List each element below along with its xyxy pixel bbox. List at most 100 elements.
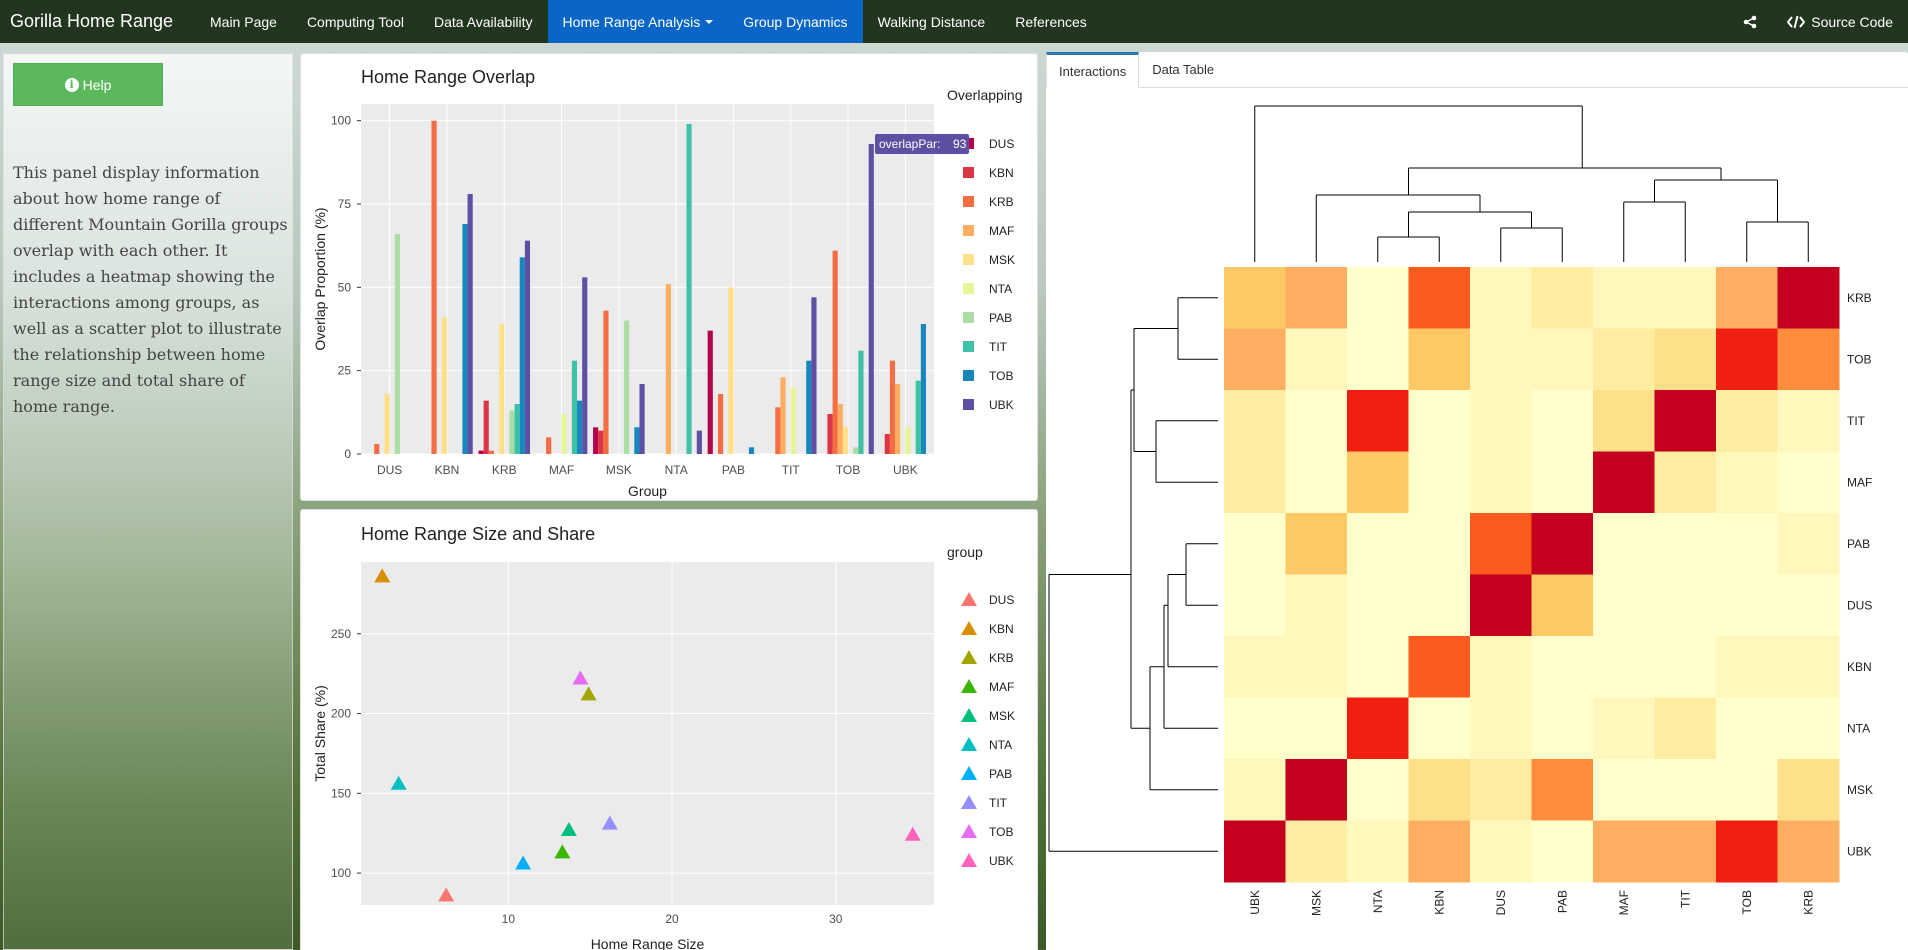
nav-computing-tool[interactable]: Computing Tool: [306, 13, 404, 30]
bar-NTA-UBK: [696, 430, 702, 454]
help-button[interactable]: i Help: [13, 63, 163, 106]
bar-MAF-TOB: [577, 400, 583, 454]
nav-data-availability[interactable]: Data Availability: [433, 13, 533, 30]
heatmap-cell-DUS-MAF: [1593, 574, 1655, 637]
overlap-chart-panel: Home Range Overlap 0 25 50 75 100 DUS KBN KRB MA…: [300, 53, 1038, 501]
heatmap-cell-NTA-MAF: [1593, 697, 1655, 760]
heatmap-cell-NTA-TIT: [1654, 697, 1717, 760]
point-MAF: [554, 844, 571, 859]
x-axis-label: Group: [628, 483, 667, 499]
heatmap-cell-MSK-KBN: [1408, 759, 1471, 821]
y-tick-label: 100: [331, 866, 351, 880]
heatmap-cell-NTA-TOB: [1716, 697, 1778, 760]
heatmap-cell-PAB-UBK: [1224, 513, 1286, 575]
heatmap-cell-KRB-UBK: [1224, 267, 1286, 329]
y-axis-label: Overlap Proportion (%): [312, 207, 328, 350]
bar-TOB-PAB: [853, 447, 859, 454]
bar-MAF-TIT: [571, 360, 578, 454]
heatmap-cell-PAB-MAF: [1593, 513, 1655, 575]
heatmap-cell-MAF-NTA: [1347, 451, 1409, 514]
row-label-DUS: DUS: [1847, 598, 1872, 612]
nav-home-range-analysis[interactable]: Home Range Analysis: [547, 0, 729, 43]
heatmap-cell-NTA-PAB: [1531, 697, 1594, 760]
heatmap-cell-KRB-KBN: [1408, 267, 1471, 329]
row-label-TIT: TIT: [1847, 414, 1866, 428]
bar-TOB-TIT: [858, 350, 864, 454]
heatmap-cell-KRB-PAB: [1531, 267, 1594, 329]
bar-UBK-NTA: [905, 427, 911, 454]
code-icon: [1787, 15, 1806, 28]
point-MSK: [560, 822, 577, 837]
y-axis-label: Total Share (%): [312, 685, 328, 781]
heatmap-cell-MSK-MAF: [1593, 759, 1655, 821]
legend-swatch-MSK: [963, 254, 974, 265]
share-button[interactable]: [1728, 0, 1772, 43]
legend-label-MAF: MAF: [989, 224, 1014, 238]
nav-references[interactable]: References: [1015, 13, 1087, 30]
x-tick-label: 20: [665, 912, 679, 926]
bar-TOB-KBN: [827, 414, 833, 454]
nav-home-range-analysis-label: Home Range Analysis: [562, 13, 701, 30]
bar-KRB-DUS: [478, 450, 484, 454]
heatmap-cell-TOB-MSK: [1285, 328, 1348, 391]
heatmap-cell-MSK-DUS: [1470, 759, 1532, 821]
heatmap-cell-DUS-TOB: [1716, 574, 1778, 637]
heatmap-cell-KRB-NTA: [1347, 267, 1409, 329]
heatmap-cell-KBN-PAB: [1531, 636, 1594, 698]
legend-label-NTA: NTA: [989, 738, 1012, 752]
heatmap-cell-TIT-UBK: [1224, 390, 1286, 452]
x-tick-label: 30: [829, 912, 843, 926]
legend-label-KRB: KRB: [989, 651, 1014, 665]
heatmap-cell-MSK-TOB: [1716, 759, 1778, 821]
legend-swatch-DUS: [961, 592, 977, 606]
heatmap-cell-KBN-DUS: [1470, 636, 1532, 698]
overlap-chart-title: Home Range Overlap: [361, 67, 536, 87]
heatmap-cell-MAF-DUS: [1470, 451, 1532, 514]
point-DUS: [438, 887, 455, 902]
bar-UBK-TIT: [915, 380, 921, 454]
nav-walking-distance[interactable]: Walking Distance: [877, 13, 986, 30]
heatmap-cell-UBK-PAB: [1531, 820, 1594, 883]
legend-label-KRB: KRB: [989, 195, 1014, 209]
scatter-chart-panel: Home Range Size and Share 100 150 200 250 10…: [300, 509, 1038, 950]
legend-label-TIT: TIT: [989, 340, 1008, 354]
heatmap-cell-TIT-MAF: [1593, 390, 1655, 452]
tab-data-table[interactable]: Data Table: [1152, 62, 1215, 77]
bar-MSK-TOB: [634, 427, 640, 454]
heatmap-cell-PAB-KBN: [1408, 513, 1471, 575]
heatmap-cell-MSK-MSK: [1285, 759, 1348, 821]
heatmap-cell-MSK-PAB: [1531, 759, 1594, 821]
legend-swatch-PAB: [961, 766, 977, 780]
app-brand[interactable]: Gorilla Home Range: [10, 11, 174, 31]
heatmap-cell-UBK-KBN: [1408, 820, 1471, 883]
col-label-MSK: MSK: [1309, 890, 1323, 916]
bar-NTA-MAF: [665, 284, 671, 454]
bar-TIT-NTA: [790, 387, 796, 454]
row-label-MAF: MAF: [1847, 475, 1872, 489]
nav-group-dynamics[interactable]: Group Dynamics: [728, 0, 863, 43]
point-TOB: [572, 670, 589, 685]
x-tick-label: KBN: [435, 463, 460, 477]
col-label-PAB: PAB: [1555, 890, 1569, 913]
x-tick-label: 10: [502, 912, 516, 926]
source-code-link[interactable]: Source Code: [1772, 0, 1908, 43]
y-tick-label: 150: [331, 786, 351, 800]
nav-main-page[interactable]: Main Page: [210, 13, 277, 30]
legend-swatch-UBK: [963, 399, 974, 410]
heatmap-cell-DUS-UBK: [1224, 574, 1286, 637]
heatmap-cell-PAB-PAB: [1531, 513, 1594, 575]
heatmap-cell-TIT-NTA: [1347, 390, 1409, 452]
tooltip-box: [875, 134, 969, 154]
heatmap-cell-KBN-MAF: [1593, 636, 1655, 698]
navbar: Gorilla Home Range Main Page Computing T…: [0, 0, 1908, 43]
legend-label-UBK: UBK: [989, 854, 1014, 868]
legend-swatch-KBN: [963, 167, 974, 178]
x-tick-label: PAB: [722, 463, 745, 477]
heatmap-cell-TIT-MSK: [1285, 390, 1348, 452]
heatmap-cell-TOB-KBN: [1408, 328, 1471, 391]
legend-swatch-TOB: [961, 824, 977, 838]
bar-KRB-PAB: [509, 410, 515, 454]
bar-UBK-KBN: [884, 434, 890, 454]
help-button-label: Help: [82, 76, 112, 93]
tab-interactions[interactable]: Interactions: [1046, 52, 1140, 88]
